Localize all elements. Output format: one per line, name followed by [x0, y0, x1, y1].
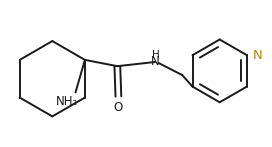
Text: N: N — [253, 49, 263, 62]
Text: H: H — [152, 50, 159, 60]
Text: N: N — [151, 55, 160, 69]
Text: NH₂: NH₂ — [56, 95, 78, 108]
Text: O: O — [114, 101, 123, 114]
